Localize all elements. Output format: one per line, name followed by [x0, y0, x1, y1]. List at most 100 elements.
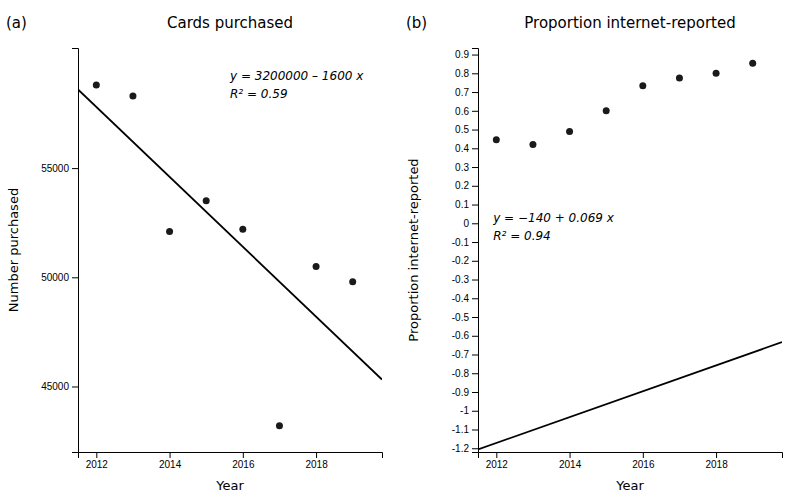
- tick-label: -1.2: [452, 443, 470, 454]
- tick: 50000: [41, 272, 78, 283]
- tick-label: 2018: [305, 459, 328, 470]
- point: [603, 107, 610, 114]
- tick: 2018: [705, 452, 728, 470]
- tick-mark: [472, 130, 478, 131]
- panel: 2012201420162018450005000055000Cards pur…: [6, 14, 383, 493]
- tick-label: -1: [460, 405, 469, 416]
- tick-label: 45000: [41, 381, 69, 392]
- tick-mark: [472, 167, 478, 168]
- tick: 0.4: [455, 143, 478, 154]
- tick-label: 0.1: [455, 199, 469, 210]
- tick: -0.1: [452, 237, 478, 248]
- tick: 0: [463, 218, 478, 229]
- tick-label: 0.8: [455, 68, 469, 79]
- tick-label: 0.9: [455, 49, 469, 60]
- tick-mark: [472, 242, 478, 243]
- tick-label: 2016: [632, 459, 655, 470]
- tick: -0.7: [452, 349, 478, 360]
- tick-label: 0: [463, 218, 469, 229]
- point: [749, 60, 756, 67]
- tick-mark: [72, 277, 78, 278]
- tick: 0.3: [455, 162, 478, 173]
- tick-label: 50000: [41, 272, 69, 283]
- tick-mark: [472, 411, 478, 412]
- plot-area: [78, 82, 382, 430]
- point: [276, 422, 283, 429]
- tick: 2016: [632, 452, 655, 470]
- tick-label: -0.8: [452, 368, 470, 379]
- annotation: y = −140 + 0.069 x: [492, 211, 615, 225]
- title: Proportion internet-reported: [524, 14, 735, 32]
- tick: -1.2: [452, 443, 478, 454]
- tick-mark: [472, 148, 478, 149]
- tick-label: 55000: [41, 163, 69, 174]
- tick-mark: [472, 336, 478, 337]
- tick-label: -0.2: [452, 255, 470, 266]
- point: [93, 82, 100, 89]
- axis-line: [472, 49, 479, 453]
- annotation: R² = 0.94: [493, 229, 551, 243]
- x-axis: 2012 2014 2016 2018: [479, 452, 783, 470]
- panel: 2012 2014 2016 2018 -1.2 -1.1 -1 -0.9 -0.8 -0.7 -0…: [406, 14, 783, 493]
- tick-mark: [243, 452, 244, 458]
- axis-line: [479, 453, 783, 459]
- tick: -0.3: [452, 274, 478, 285]
- tick-mark: [170, 452, 171, 458]
- tick-label: 0.5: [455, 124, 469, 135]
- tick-label: -0.1: [452, 237, 470, 248]
- tick-label: -1.1: [452, 424, 470, 435]
- tick-mark: [472, 92, 478, 93]
- tick-label: 0.4: [455, 143, 469, 154]
- tick-mark: [472, 205, 478, 206]
- tick-label: 0.7: [455, 87, 469, 98]
- tick-label: -0.6: [452, 330, 470, 341]
- x-axis-title: Year: [215, 478, 244, 493]
- tick: 0.6: [455, 106, 478, 117]
- point: [313, 263, 320, 270]
- tick-label: -0.5: [452, 312, 470, 323]
- point: [566, 128, 573, 135]
- point: [239, 226, 246, 233]
- tick: -0.4: [452, 293, 478, 304]
- tick-mark: [472, 261, 478, 262]
- tick: 0.1: [455, 199, 478, 210]
- tick-mark: [316, 452, 317, 458]
- point: [349, 278, 356, 285]
- tick-label: -0.4: [452, 293, 470, 304]
- tick-mark: [72, 168, 78, 169]
- point: [493, 136, 500, 143]
- panel-label: (a): [6, 14, 27, 32]
- tick-label: 0.3: [455, 162, 469, 173]
- tick: -0.9: [452, 387, 478, 398]
- tick: 2012: [486, 452, 509, 470]
- tick-label: 0.6: [455, 106, 469, 117]
- point: [529, 141, 536, 148]
- regression-line: [78, 89, 382, 379]
- point: [639, 82, 646, 89]
- tick-mark: [472, 55, 478, 56]
- tick: 55000: [41, 163, 78, 174]
- point: [676, 74, 683, 81]
- tick-label: 2018: [705, 459, 728, 470]
- axis-line: [79, 453, 383, 459]
- tick-mark: [716, 452, 717, 458]
- tick: -0.6: [452, 330, 478, 341]
- point: [713, 70, 720, 77]
- tick-mark: [472, 223, 478, 224]
- tick-mark: [570, 452, 571, 458]
- tick-label: 2012: [486, 459, 509, 470]
- chart: 2012201420162018450005000055000Cards pur…: [0, 0, 800, 500]
- tick: 2018: [305, 452, 328, 470]
- tick-label: -0.9: [452, 387, 470, 398]
- tick-label: 2014: [559, 459, 582, 470]
- tick: 0.5: [455, 124, 478, 135]
- tick: 0.7: [455, 87, 478, 98]
- tick-label: 0.2: [455, 180, 469, 191]
- tick-mark: [472, 73, 478, 74]
- axis-line: [72, 49, 79, 453]
- tick: 0.9: [455, 49, 478, 60]
- tick-mark: [72, 386, 78, 387]
- tick-label: -0.3: [452, 274, 470, 285]
- point: [166, 228, 173, 235]
- annotation: y = 3200000 – 1600 x: [229, 69, 364, 83]
